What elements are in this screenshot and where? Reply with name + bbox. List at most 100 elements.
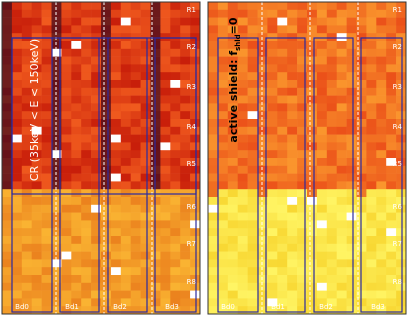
heatmap-cell <box>326 181 337 190</box>
heatmap-cell <box>130 150 141 159</box>
heatmap-cell <box>316 25 328 34</box>
heatmap-cell <box>71 17 82 26</box>
heatmap-cell <box>217 220 229 229</box>
heatmap-cell <box>150 251 161 260</box>
heatmap-cell <box>208 173 219 182</box>
heatmap-cell <box>396 158 407 167</box>
heatmap-cell <box>21 150 32 159</box>
heatmap-cell <box>150 41 161 50</box>
heatmap-cell <box>237 228 248 237</box>
heatmap-cell <box>170 251 181 260</box>
heatmap-cell <box>208 9 219 18</box>
heatmap-cell <box>31 173 42 182</box>
heatmap-cell <box>11 259 23 268</box>
heatmap-cell <box>208 228 219 237</box>
heatmap-cell <box>287 64 298 73</box>
heatmap-cell <box>140 119 151 128</box>
heatmap-cell <box>150 158 161 167</box>
heatmap-cell <box>31 126 42 135</box>
heatmap-cell <box>267 2 278 11</box>
heatmap-cell <box>2 212 13 221</box>
heatmap-cell <box>11 282 23 291</box>
heatmap-cell <box>267 158 278 167</box>
heatmap-cell <box>81 95 92 104</box>
heatmap-cell <box>11 33 23 42</box>
heatmap-cell <box>267 165 278 174</box>
heatmap-cell <box>101 306 112 315</box>
heatmap-cell <box>91 290 102 299</box>
heatmap-cell <box>110 259 122 268</box>
heatmap-cell <box>208 197 219 206</box>
heatmap-cell <box>180 56 191 65</box>
heatmap-cell <box>81 33 92 42</box>
heatmap-cell <box>396 189 407 198</box>
heatmap-cell <box>247 126 258 135</box>
heatmap-cell <box>376 87 387 96</box>
heatmap-cell <box>41 103 52 112</box>
heatmap-cell <box>316 243 328 252</box>
heatmap-cell <box>247 111 258 120</box>
heatmap-cell <box>91 204 102 213</box>
heatmap-cell <box>366 212 377 221</box>
heatmap-cell <box>190 17 201 26</box>
heatmap-cell <box>287 267 298 276</box>
heatmap-cell <box>110 2 122 11</box>
heatmap-cell <box>336 56 347 65</box>
heatmap-cell <box>336 150 347 159</box>
heatmap-cell <box>41 126 52 135</box>
heatmap-cell <box>366 181 377 190</box>
heatmap-cell <box>307 25 318 34</box>
heatmap-cell <box>2 259 13 268</box>
heatmap-cell <box>217 111 229 120</box>
heatmap-cell <box>386 220 397 229</box>
heatmap-cell <box>277 236 288 245</box>
heatmap-cell <box>71 2 82 11</box>
heatmap-cell <box>277 275 288 284</box>
heatmap-cell <box>190 204 201 213</box>
heatmap-cell <box>140 142 151 151</box>
heatmap-cell <box>31 119 42 128</box>
heatmap-cell <box>120 275 131 284</box>
heatmap-cell <box>130 9 141 18</box>
heatmap-cell <box>51 228 62 237</box>
heatmap-cell <box>237 2 248 11</box>
heatmap-cell <box>2 9 13 18</box>
heatmap-cell <box>2 2 13 11</box>
heatmap-cell <box>227 228 238 237</box>
panel-border <box>1 1 201 315</box>
heatmap-cell <box>366 25 377 34</box>
heatmap-cell <box>180 290 191 299</box>
heatmap-cell <box>386 275 397 284</box>
heatmap-cell <box>217 2 229 11</box>
heatmap-cell <box>91 80 102 89</box>
heatmap-cell <box>31 165 42 174</box>
heatmap-cell <box>356 267 367 276</box>
row-label: R5 <box>393 160 402 168</box>
heatmap-cell <box>160 173 171 182</box>
heatmap-cell <box>180 181 191 190</box>
heatmap-cell <box>130 17 141 26</box>
heatmap-cell <box>41 204 52 213</box>
heatmap-cell <box>297 243 308 252</box>
heatmap-cell <box>257 87 268 96</box>
heatmap-cell <box>277 41 288 50</box>
heatmap-cell <box>227 267 238 276</box>
heatmap-cell <box>326 56 337 65</box>
heatmap-cell <box>170 204 181 213</box>
panel-border <box>207 1 407 315</box>
heatmap-cell <box>21 212 32 221</box>
heatmap-cell <box>267 9 278 18</box>
heatmap-cell <box>190 142 201 151</box>
heatmap-cell <box>217 275 229 284</box>
heatmap-cell <box>297 134 308 143</box>
heatmap-cell <box>257 282 268 291</box>
heatmap-cell <box>51 173 62 182</box>
heatmap-cell <box>346 259 357 268</box>
heatmap-cell <box>120 259 131 268</box>
heatmap-cell <box>366 64 377 73</box>
heatmap-cell <box>257 228 268 237</box>
heatmap-cell <box>11 9 23 18</box>
heatmap-cell <box>140 306 151 315</box>
heatmap-cell <box>81 111 92 120</box>
heatmap-cell <box>150 298 161 307</box>
